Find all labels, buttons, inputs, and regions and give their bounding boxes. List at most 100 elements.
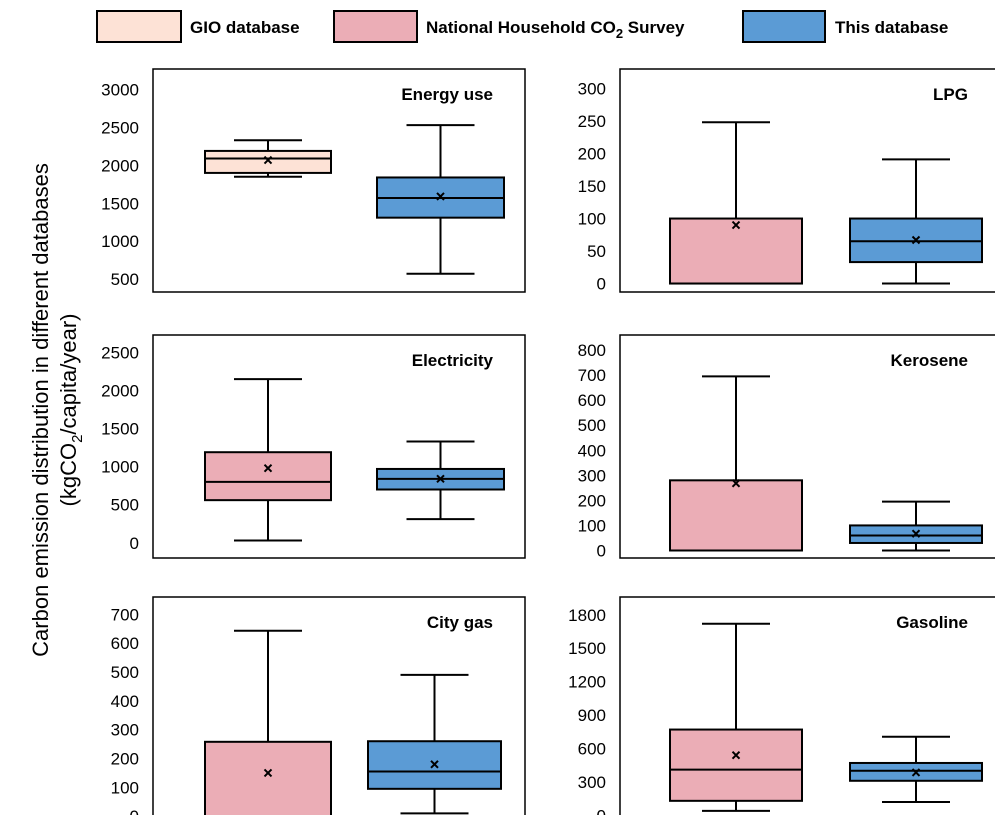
y-axis-label-line2: (kgCO2/capita/year) bbox=[56, 314, 86, 507]
plot-frame bbox=[619, 68, 995, 293]
panel-title: LPG bbox=[933, 85, 968, 104]
box-this bbox=[367, 673, 502, 815]
y-tick-label: 300 bbox=[578, 773, 606, 792]
mean-marker bbox=[731, 479, 741, 488]
mean-marker bbox=[263, 768, 273, 778]
y-tick-label: 500 bbox=[111, 496, 139, 515]
legend-swatch-this bbox=[742, 10, 826, 43]
y-tick-label: 0 bbox=[130, 807, 139, 815]
y-tick-label: 0 bbox=[597, 541, 606, 560]
panel-electricity: 0 500 1000 1500 2000 2500 Electricity bbox=[101, 334, 526, 559]
box-nhs bbox=[669, 375, 803, 552]
panel-city-gas: 0 100 200 300 400 500 600 700 City gas bbox=[111, 596, 526, 815]
y-tick-label: 400 bbox=[578, 441, 606, 460]
plot-frame bbox=[152, 596, 526, 815]
y-tick-label: 400 bbox=[111, 692, 139, 711]
y-tick-label: 1500 bbox=[101, 420, 139, 439]
box-this bbox=[376, 440, 505, 521]
y-tick-label: 1500 bbox=[101, 194, 139, 213]
y-tick-label: 0 bbox=[597, 275, 606, 294]
y-tick-label: 150 bbox=[578, 177, 606, 196]
y-tick-label: 200 bbox=[578, 145, 606, 164]
mean-marker bbox=[263, 463, 273, 473]
y-tick-label: 2500 bbox=[101, 118, 139, 137]
y-tick-label: 200 bbox=[111, 750, 139, 769]
y-tick-label: 700 bbox=[578, 366, 606, 385]
y-tick-label: 300 bbox=[111, 721, 139, 740]
box-this bbox=[849, 500, 983, 552]
legend-label-gio: GIO database bbox=[190, 18, 300, 37]
y-tick-label: 2000 bbox=[101, 382, 139, 401]
y-tick-label: 600 bbox=[578, 391, 606, 410]
y-tick-label: 500 bbox=[111, 663, 139, 682]
panel-kerosene: 0 100 200 300 400 500 600 700 800 Kerosene bbox=[578, 334, 995, 560]
y-tick-label: 1500 bbox=[568, 639, 606, 658]
panel-title: City gas bbox=[427, 613, 493, 632]
y-tick-label: 3000 bbox=[101, 80, 139, 99]
y-tick-label: 300 bbox=[578, 80, 606, 99]
plot-frame bbox=[619, 596, 995, 815]
mean-marker bbox=[911, 768, 921, 777]
box-iqr bbox=[204, 149, 332, 174]
y-tick-label: 1000 bbox=[101, 458, 139, 477]
mean-marker bbox=[436, 474, 445, 484]
y-tick-label: 600 bbox=[578, 739, 606, 758]
box-nhs bbox=[669, 121, 803, 285]
panel-lpg: 0 50 100 150 200 250 300 LPG bbox=[578, 68, 995, 294]
y-tick-label: 100 bbox=[578, 516, 606, 535]
box-this bbox=[376, 124, 505, 275]
mean-marker bbox=[731, 220, 741, 230]
panel-title: Electricity bbox=[412, 351, 494, 370]
box-this bbox=[849, 158, 983, 285]
mean-marker bbox=[911, 235, 921, 245]
y-tick-label: 300 bbox=[578, 466, 606, 485]
panel-title: Kerosene bbox=[891, 351, 968, 370]
y-tick-label: 1200 bbox=[568, 673, 606, 692]
y-tick-label: 0 bbox=[130, 534, 139, 553]
box-gio bbox=[204, 139, 332, 178]
y-tick-label: 1000 bbox=[101, 232, 139, 251]
y-tick-label: 250 bbox=[578, 112, 606, 131]
box-iqr bbox=[204, 740, 332, 815]
y-tick-label: 500 bbox=[578, 416, 606, 435]
box-iqr bbox=[669, 217, 803, 285]
legend-label-nhs: National Household CO2 Survey bbox=[426, 18, 685, 41]
y-tick-label: 200 bbox=[578, 491, 606, 510]
legend-label-this: This database bbox=[835, 18, 948, 37]
y-axis-label-line1: Carbon emission distribution in differen… bbox=[28, 163, 53, 657]
y-tick-label: 1800 bbox=[568, 606, 606, 625]
mean-marker bbox=[731, 750, 741, 760]
y-tick-label: 900 bbox=[578, 706, 606, 725]
panel-title: Energy use bbox=[401, 85, 493, 104]
plot-frame bbox=[152, 334, 526, 559]
legend: GIO database National Household CO2 Surve… bbox=[96, 10, 948, 43]
y-tick-label: 700 bbox=[111, 605, 139, 624]
panel-gasoline: 0 300 600 900 1200 1500 1800 Gasoline bbox=[568, 596, 995, 815]
y-tick-label: 0 bbox=[597, 806, 606, 815]
legend-swatch-nhs bbox=[333, 10, 418, 43]
y-tick-label: 800 bbox=[578, 341, 606, 360]
box-nhs bbox=[204, 629, 332, 815]
mean-marker bbox=[263, 155, 273, 165]
y-tick-label: 100 bbox=[578, 210, 606, 229]
box-iqr bbox=[204, 451, 332, 502]
y-tick-label: 100 bbox=[111, 778, 139, 797]
y-axis-label: Carbon emission distribution in differen… bbox=[28, 163, 86, 657]
mean-marker bbox=[436, 192, 445, 201]
legend-swatch-gio bbox=[96, 10, 182, 43]
box-this bbox=[849, 735, 983, 803]
box-iqr bbox=[669, 479, 803, 552]
panel-title: Gasoline bbox=[896, 613, 968, 632]
panel-energy-use: 500 1000 1500 2000 2500 3000 Energy use bbox=[101, 68, 526, 293]
y-tick-label: 2000 bbox=[101, 156, 139, 175]
box-nhs bbox=[669, 622, 803, 812]
y-tick-label: 600 bbox=[111, 634, 139, 653]
plot-frame bbox=[619, 334, 995, 559]
y-tick-label: 500 bbox=[111, 270, 139, 289]
box-iqr bbox=[669, 728, 803, 802]
plot-frame bbox=[152, 68, 526, 293]
y-tick-label: 2500 bbox=[101, 344, 139, 363]
y-tick-label: 50 bbox=[587, 242, 606, 261]
